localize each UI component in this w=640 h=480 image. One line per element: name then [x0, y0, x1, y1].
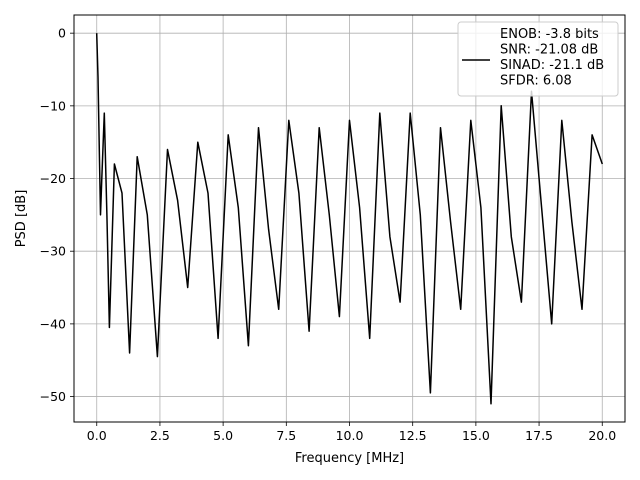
legend-sinad: SINAD: -21.1 dB	[500, 58, 604, 73]
ticks: 0.0 2.5 5.0 7.5 10.0 12.5 15.0 17.5 20.0 0 −10 −20 −…	[40, 26, 617, 443]
x-tick-label: 15.0	[462, 428, 490, 443]
x-tick-label: 17.5	[525, 428, 553, 443]
x-tick-label: 12.5	[399, 428, 427, 443]
y-tick-label: −40	[40, 316, 66, 331]
legend-box	[457, 21, 619, 97]
series-layer	[95, 33, 604, 405]
legend-snr: SNR: -21.08 dB	[500, 43, 598, 58]
y-tick-label: −10	[40, 98, 66, 113]
x-axis-label: Frequency [MHz]	[295, 451, 404, 466]
legend-enob: ENOB: -3.8 bits	[500, 27, 599, 42]
y-tick-label: 0	[58, 26, 66, 41]
y-tick-label: −30	[40, 244, 66, 259]
legend: ENOB: -3.8 bits SNR: -21.08 dB SINAD: -2…	[457, 21, 619, 97]
x-tick-label: 0.0	[87, 428, 107, 443]
x-tick-label: 10.0	[336, 428, 364, 443]
x-tick-label: 2.5	[150, 428, 170, 443]
y-axis-label: PSD [dB]	[14, 190, 29, 248]
legend-sfdr: SFDR: 6.08	[500, 74, 572, 89]
y-tick-label: −20	[40, 171, 66, 186]
psd-series-line-0	[95, 33, 604, 405]
x-tick-label: 5.0	[213, 428, 233, 443]
y-tick-label: −50	[40, 389, 66, 404]
x-tick-label: 20.0	[588, 428, 616, 443]
x-tick-label: 7.5	[276, 428, 296, 443]
